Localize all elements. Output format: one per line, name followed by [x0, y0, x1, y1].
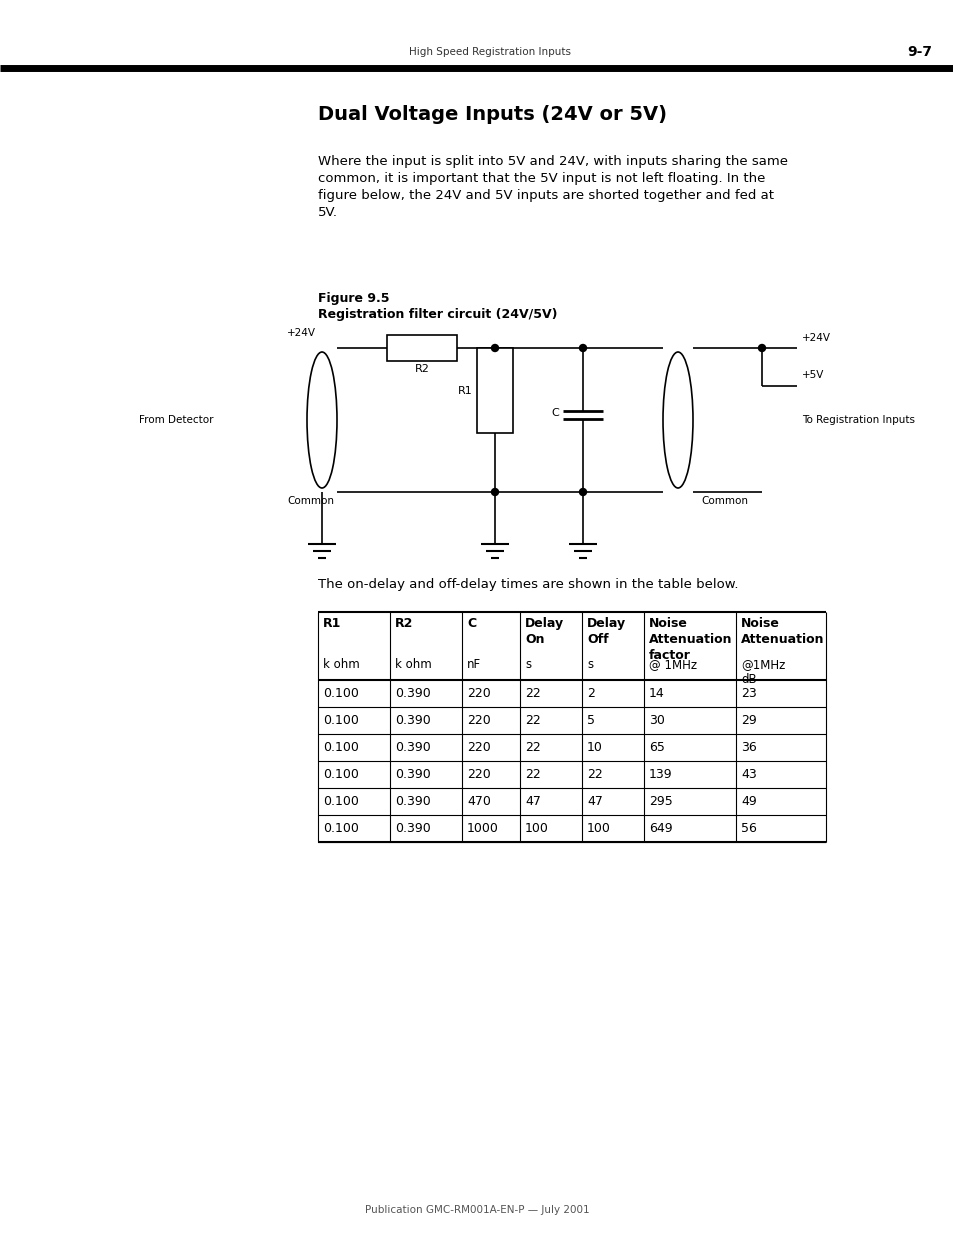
- Text: R2: R2: [415, 364, 429, 374]
- Text: +24V: +24V: [801, 333, 830, 343]
- Bar: [476, 348, 513, 433]
- Text: 0.390: 0.390: [395, 741, 431, 755]
- Text: 49: 49: [740, 795, 756, 808]
- Text: @ 1MHz: @ 1MHz: [648, 658, 697, 671]
- Text: 0.390: 0.390: [395, 768, 431, 781]
- Text: C: C: [467, 618, 476, 630]
- Circle shape: [758, 345, 764, 352]
- Text: 22: 22: [586, 768, 602, 781]
- Text: 470: 470: [467, 795, 491, 808]
- Text: +5V: +5V: [801, 370, 823, 380]
- Text: 220: 220: [467, 714, 490, 727]
- Text: s: s: [586, 658, 593, 671]
- Circle shape: [578, 489, 586, 495]
- Bar: [387, 335, 456, 361]
- Text: +24V: +24V: [287, 329, 315, 338]
- Text: 0.390: 0.390: [395, 714, 431, 727]
- Text: Registration filter circuit (24V/5V): Registration filter circuit (24V/5V): [317, 308, 557, 321]
- Text: 47: 47: [524, 795, 540, 808]
- Text: 22: 22: [524, 741, 540, 755]
- Text: figure below, the 24V and 5V inputs are shorted together and fed at: figure below, the 24V and 5V inputs are …: [317, 189, 773, 203]
- Text: 14: 14: [648, 687, 664, 700]
- Text: Delay
Off: Delay Off: [586, 618, 625, 646]
- Text: R1: R1: [457, 385, 473, 395]
- Text: C: C: [551, 408, 558, 417]
- Text: R2: R2: [395, 618, 413, 630]
- Text: 1000: 1000: [467, 823, 498, 835]
- Text: 0.100: 0.100: [323, 687, 358, 700]
- Text: High Speed Registration Inputs: High Speed Registration Inputs: [409, 47, 571, 57]
- Text: 295: 295: [648, 795, 672, 808]
- Text: The on-delay and off-delay times are shown in the table below.: The on-delay and off-delay times are sho…: [317, 578, 738, 592]
- Text: 0.390: 0.390: [395, 687, 431, 700]
- Text: 22: 22: [524, 687, 540, 700]
- Text: 139: 139: [648, 768, 672, 781]
- Text: 43: 43: [740, 768, 756, 781]
- Text: 220: 220: [467, 768, 490, 781]
- Text: k ohm: k ohm: [395, 658, 432, 671]
- Text: 100: 100: [586, 823, 610, 835]
- Text: k ohm: k ohm: [323, 658, 359, 671]
- Text: 0.100: 0.100: [323, 823, 358, 835]
- Text: 47: 47: [586, 795, 602, 808]
- Text: 23: 23: [740, 687, 756, 700]
- Text: 5V.: 5V.: [317, 206, 337, 219]
- Text: 220: 220: [467, 741, 490, 755]
- Text: @1MHz
dB: @1MHz dB: [740, 658, 784, 685]
- Text: 30: 30: [648, 714, 664, 727]
- Text: 22: 22: [524, 768, 540, 781]
- Text: From Detector: From Detector: [139, 415, 213, 425]
- Text: 2: 2: [586, 687, 595, 700]
- Circle shape: [491, 345, 498, 352]
- Text: 649: 649: [648, 823, 672, 835]
- Text: 29: 29: [740, 714, 756, 727]
- Text: Dual Voltage Inputs (24V or 5V): Dual Voltage Inputs (24V or 5V): [317, 105, 666, 124]
- Text: 100: 100: [524, 823, 548, 835]
- Text: 22: 22: [524, 714, 540, 727]
- Text: 0.390: 0.390: [395, 823, 431, 835]
- Text: Publication GMC-RM001A-EN-P — July 2001: Publication GMC-RM001A-EN-P — July 2001: [364, 1205, 589, 1215]
- Text: 56: 56: [740, 823, 756, 835]
- Text: 0.100: 0.100: [323, 714, 358, 727]
- Text: Figure 9.5: Figure 9.5: [317, 291, 389, 305]
- Circle shape: [491, 489, 498, 495]
- Text: Noise
Attenuation
factor: Noise Attenuation factor: [648, 618, 732, 662]
- Circle shape: [578, 345, 586, 352]
- Text: 5: 5: [586, 714, 595, 727]
- Text: 0.100: 0.100: [323, 768, 358, 781]
- Text: Noise
Attenuation: Noise Attenuation: [740, 618, 823, 646]
- Text: To Registration Inputs: To Registration Inputs: [801, 415, 914, 425]
- Text: R1: R1: [323, 618, 341, 630]
- Text: 9-7: 9-7: [906, 44, 931, 59]
- Text: nF: nF: [467, 658, 480, 671]
- Text: 220: 220: [467, 687, 490, 700]
- Text: 0.100: 0.100: [323, 741, 358, 755]
- Text: 65: 65: [648, 741, 664, 755]
- Text: 36: 36: [740, 741, 756, 755]
- Text: s: s: [524, 658, 531, 671]
- Text: 0.100: 0.100: [323, 795, 358, 808]
- Text: Delay
On: Delay On: [524, 618, 563, 646]
- Text: Common: Common: [287, 496, 334, 506]
- Text: 10: 10: [586, 741, 602, 755]
- Text: common, it is important that the 5V input is not left floating. In the: common, it is important that the 5V inpu…: [317, 172, 764, 185]
- Text: Common: Common: [700, 496, 747, 506]
- Text: Where the input is split into 5V and 24V, with inputs sharing the same: Where the input is split into 5V and 24V…: [317, 156, 787, 168]
- Text: 0.390: 0.390: [395, 795, 431, 808]
